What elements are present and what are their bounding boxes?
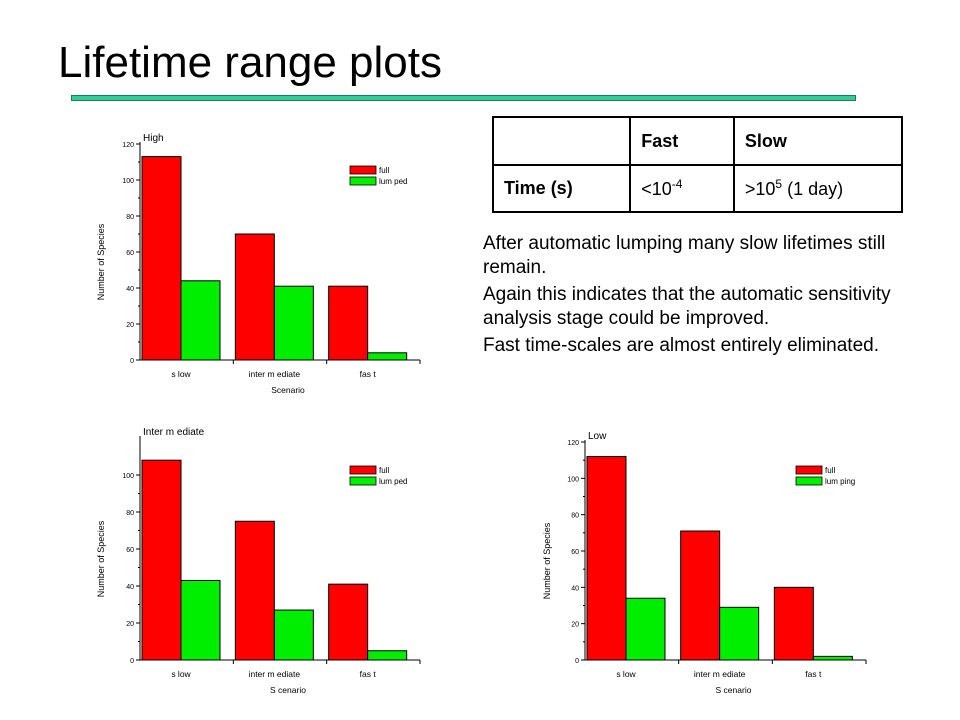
legend-swatch-1 <box>349 176 377 186</box>
x-axis-label: Scenario <box>271 385 305 395</box>
legend-label-1: lum ped <box>379 477 407 486</box>
y-axis-label: Number of Species <box>542 522 552 599</box>
bar-intermediate-0 <box>234 520 275 661</box>
y-tick-label: 100 <box>122 473 134 480</box>
note-2: Again this indicates that the automatic … <box>483 284 891 329</box>
bar-fast-1 <box>367 352 408 361</box>
bar-slow-1 <box>625 597 666 661</box>
x-tick-label: inter m ediate <box>694 669 746 679</box>
legend-swatch-1 <box>349 476 377 486</box>
table-row-label: Time (s) <box>491 164 632 213</box>
chart-high: 0 20 40 60 80 100 120 s low inter m ediate fas t H… <box>96 133 421 395</box>
y-tick-label: 60 <box>571 549 579 556</box>
table-row: Time (s) <10-4 >105 (1 day) <box>491 164 904 213</box>
bar-intermediate-1 <box>273 285 314 361</box>
x-tick-label: inter m ediate <box>249 369 301 379</box>
x-tick-label: fas t <box>360 369 377 379</box>
y-tick-label: 80 <box>571 513 579 520</box>
bar-intermediate-1 <box>273 609 314 661</box>
bar-fast-1 <box>812 655 853 661</box>
slide-title: Lifetime range plots <box>58 38 442 87</box>
chart-low: 0 20 40 60 80 100 120 s low inter m ediate fas t L… <box>542 431 867 695</box>
bar-slow-0 <box>141 459 182 661</box>
bar-slow-0 <box>586 456 627 661</box>
x-tick-label: s low <box>616 669 636 679</box>
legend-label-0: full <box>379 166 389 175</box>
y-tick-label: 20 <box>126 621 134 628</box>
y-tick-label: 0 <box>575 658 579 665</box>
y-tick-label: 0 <box>130 658 134 665</box>
y-tick-label: 20 <box>571 622 579 629</box>
legend-label-0: full <box>379 466 389 475</box>
slow-prefix: >10 <box>744 179 776 199</box>
table-cell-fast: <10-4 <box>629 164 735 213</box>
bar-fast-0 <box>773 586 814 661</box>
fast-prefix: <10 <box>641 179 672 199</box>
slow-suffix: (1 day) <box>782 179 844 199</box>
bar-intermediate-0 <box>680 530 721 661</box>
y-tick-label: 0 <box>130 358 134 365</box>
bar-fast-1 <box>367 650 408 661</box>
y-axis-label: Number of Species <box>96 223 106 300</box>
y-tick-label: 40 <box>126 286 134 293</box>
note-1: After automatic lumping many slow lifeti… <box>483 233 886 278</box>
x-tick-label: fas t <box>360 669 377 679</box>
bar-slow-1 <box>180 280 221 361</box>
y-tick-label: 120 <box>122 142 134 149</box>
y-tick-label: 40 <box>571 585 579 592</box>
table-header-slow: Slow <box>732 116 904 166</box>
y-axis-label: Number of Species <box>96 520 106 597</box>
y-tick-label: 80 <box>126 510 134 517</box>
fast-exponent: -4 <box>671 177 683 191</box>
x-tick-label: s low <box>171 369 191 379</box>
legend-label-0: full <box>825 466 835 475</box>
chart-intermediate: 0 20 40 60 80 100 s low inter m ediate fas t Inte… <box>96 427 421 695</box>
legend-label-1: lum ping <box>825 477 855 486</box>
legend-label-1: lum ped <box>379 177 407 186</box>
y-tick-label: 100 <box>122 178 134 185</box>
title-underline <box>71 95 856 101</box>
chart-title: High <box>143 133 164 144</box>
legend-swatch-1 <box>795 476 823 486</box>
table-header-row: Fast Slow <box>491 116 904 166</box>
y-tick-label: 120 <box>567 440 579 447</box>
bar-slow-1 <box>180 579 221 661</box>
table-cell-slow: >105 (1 day) <box>732 164 904 213</box>
table-header-fast: Fast <box>629 116 735 166</box>
bar-intermediate-0 <box>234 233 275 361</box>
bar-intermediate-1 <box>719 606 760 661</box>
table-header-empty <box>491 116 632 166</box>
slow-exponent: 5 <box>775 177 783 191</box>
bar-fast-0 <box>328 285 369 361</box>
y-tick-label: 80 <box>126 214 134 221</box>
x-tick-label: fas t <box>805 669 822 679</box>
x-axis-label: S cenario <box>716 685 752 695</box>
y-tick-label: 60 <box>126 547 134 554</box>
timescale-table: Fast Slow Time (s) <10-4 >105 (1 day) <box>491 116 904 213</box>
y-tick-label: 20 <box>126 322 134 329</box>
bar-slow-0 <box>141 156 182 361</box>
x-tick-label: inter m ediate <box>249 669 301 679</box>
x-axis-label: S cenario <box>270 685 306 695</box>
chart-title: Inter m ediate <box>143 427 205 438</box>
legend-swatch-0 <box>349 465 377 475</box>
y-tick-label: 40 <box>126 584 134 591</box>
notes: After automatic lumping many slow lifeti… <box>483 232 903 361</box>
note-3: Fast time-scales are almost entirely eli… <box>483 335 879 356</box>
legend-swatch-0 <box>795 465 823 475</box>
bar-fast-0 <box>328 583 369 661</box>
x-tick-label: s low <box>171 669 191 679</box>
y-tick-label: 100 <box>567 476 579 483</box>
legend-swatch-0 <box>349 165 377 175</box>
y-tick-label: 60 <box>126 250 134 257</box>
chart-title: Low <box>588 431 607 442</box>
